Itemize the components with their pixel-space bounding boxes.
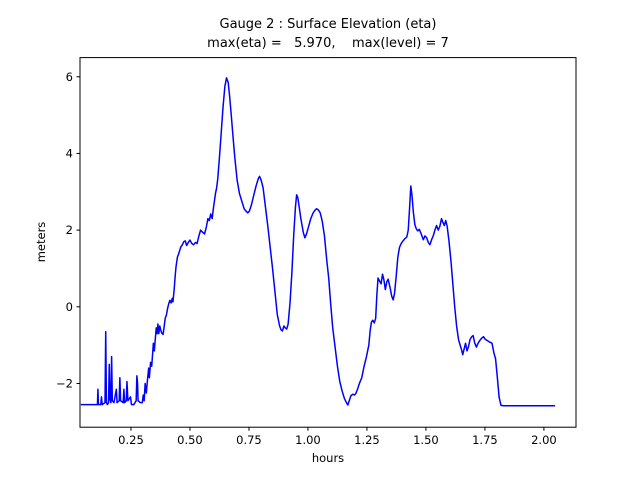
y-tick-label: 4 <box>66 146 73 160</box>
data-series-group <box>80 77 556 407</box>
x-axis-ticks: 0.25 0.50 0.75 1.00 1.25 1.50 1.75 2.00 <box>118 427 557 447</box>
chart-subtitle: max(eta) = 5.970, max(level) = 7 <box>207 36 449 51</box>
y-tick-label: 6 <box>66 70 73 84</box>
x-tick-label: 0.25 <box>118 433 144 447</box>
y-tick-label: 2 <box>66 223 73 237</box>
x-axis-label: hours <box>311 451 345 465</box>
x-tick-label: 0.50 <box>177 433 203 447</box>
x-tick-label: 1.75 <box>472 433 498 447</box>
chart-title: Gauge 2 : Surface Elevation (eta) <box>219 17 437 32</box>
x-tick-label: 1.25 <box>354 433 380 447</box>
x-tick-label: 1.50 <box>413 433 439 447</box>
y-axis-label: meters <box>34 221 48 263</box>
y-tick-label: 0 <box>66 300 73 314</box>
eta-line-series <box>80 77 556 407</box>
y-axis-ticks: −2 0 2 4 6 <box>56 70 80 390</box>
x-tick-label: 1.00 <box>295 433 321 447</box>
x-tick-label: 2.00 <box>531 433 557 447</box>
axes-spines <box>79 57 577 428</box>
y-tick-label: −2 <box>56 376 73 390</box>
x-tick-label: 0.75 <box>236 433 262 447</box>
